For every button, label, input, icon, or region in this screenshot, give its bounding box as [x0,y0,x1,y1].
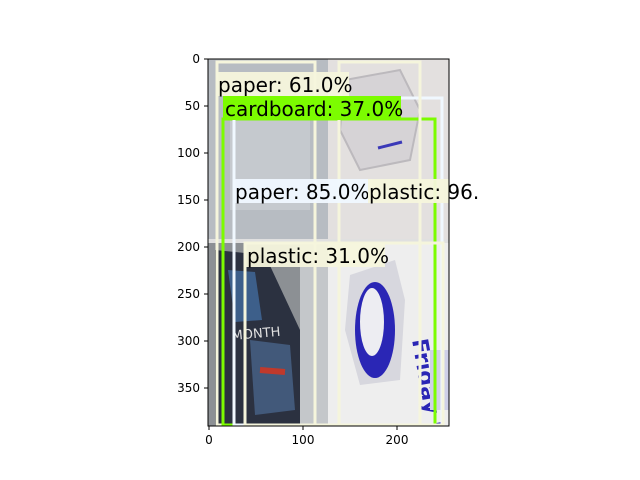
blue-mark [377,140,403,150]
x-tick-label: 200 [386,433,409,447]
label-bg-plastic-31 [245,243,385,267]
label-cardboard-37: cardboard: 37.0% [225,97,403,121]
y-tick-label: 350 [177,381,200,395]
label-plastic-31: plastic: 31.0% [247,244,389,268]
label-bg-plastic-96 [368,179,449,203]
y-tick-label: 50 [185,99,200,113]
y-tick-label: 150 [177,193,200,207]
label-plastic-96: plastic: 96. [369,180,479,204]
label-bg-paper-85 [234,179,372,203]
x-tick-label: 100 [292,433,315,447]
axes-frame [207,58,450,427]
label-paper-85: paper: 85.0% [235,180,369,204]
y-tick-label: 0 [192,52,200,66]
x-axis: 0 100 200 [205,426,408,447]
x-tick-label: 0 [205,433,213,447]
label-paper-61: paper: 61.0% [218,73,352,97]
label-bg-cardboard-37 [223,96,401,120]
y-tick-label: 300 [177,334,200,348]
y-axis: 0 50 100 150 200 250 300 350 [177,52,208,395]
y-tick-label: 100 [177,146,200,160]
detection-labels: paper: 61.0% cardboard: 37.0% paper: 85.… [217,72,479,268]
y-tick-label: 250 [177,287,200,301]
y-tick-label: 200 [177,240,200,254]
label-bg-paper-61 [217,72,349,96]
